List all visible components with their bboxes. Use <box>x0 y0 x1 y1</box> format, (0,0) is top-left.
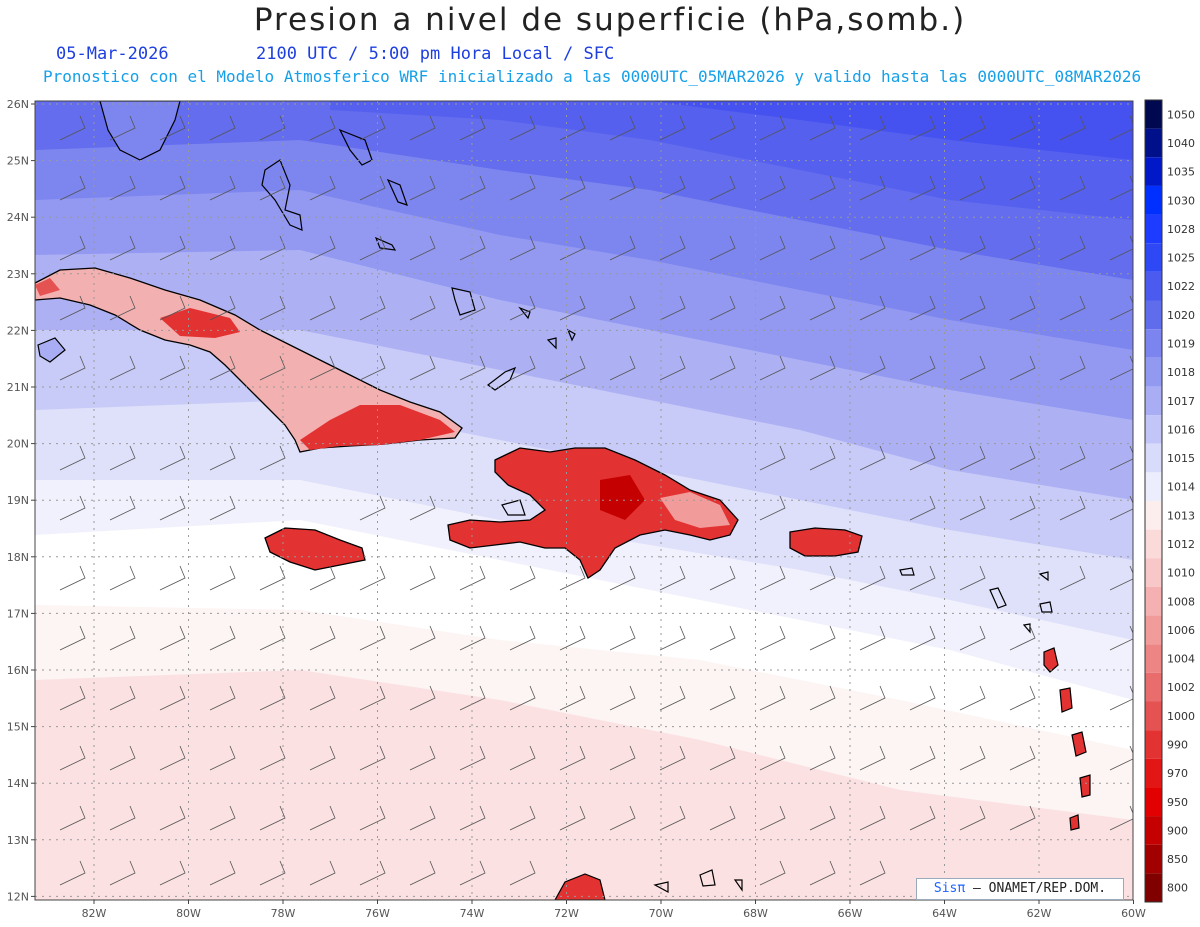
colorbar-swatch <box>1145 472 1162 501</box>
colorbar-label: 1030 <box>1167 194 1195 207</box>
forecast-description: Pronostico con el Modelo Atmosferico WRF… <box>43 67 1142 86</box>
lon-tick-label: 74W <box>460 907 485 920</box>
lon-tick-label: 64W <box>932 907 957 920</box>
colorbar-swatch <box>1145 558 1162 587</box>
colorbar-label: 1017 <box>1167 395 1195 408</box>
pressure-colorbar: 1050 1040 1035 1030 1028 1025 1022 1020 1019 1018… <box>1144 99 1195 903</box>
colorbar-swatch <box>1145 844 1162 874</box>
colorbar-label: 850 <box>1167 853 1188 866</box>
colorbar-label: 1006 <box>1167 624 1195 637</box>
colorbar-label: 1013 <box>1167 509 1195 522</box>
colorbar-label: 1015 <box>1167 452 1195 465</box>
colorbar-swatch <box>1145 214 1162 244</box>
lon-tick-label: 72W <box>554 907 579 920</box>
longitude-axis: 82W 80W 78W 76W 74W 72W 70W 68W 66W 64W 62W 60W <box>82 900 1146 920</box>
colorbar-label: 1004 <box>1167 653 1195 666</box>
colorbar-swatch <box>1145 672 1162 702</box>
colorbar-swatch <box>1145 873 1162 902</box>
colorbar-label: 800 <box>1167 882 1188 895</box>
lat-tick-label: 15N <box>7 721 29 734</box>
colorbar-label: 1002 <box>1167 681 1195 694</box>
lat-tick-label: 25N <box>7 155 29 168</box>
colorbar-label: 1000 <box>1167 710 1195 723</box>
colorbar-swatch <box>1145 243 1162 272</box>
colorbar-swatch <box>1145 644 1162 673</box>
lon-tick-label: 78W <box>271 907 296 920</box>
credit-org: – ONAMET/REP.DOM. <box>973 881 1107 896</box>
colorbar-label: 900 <box>1167 824 1188 837</box>
lon-tick-label: 80W <box>176 907 201 920</box>
lat-tick-label: 22N <box>7 324 29 337</box>
colorbar-label: 1022 <box>1167 280 1195 293</box>
lat-tick-label: 18N <box>7 551 29 564</box>
colorbar-label: 1035 <box>1167 166 1195 179</box>
colorbar-swatch <box>1145 357 1162 387</box>
colorbar-swatch <box>1145 415 1162 444</box>
latitude-axis: 26N 25N 24N 23N 22N 21N 20N 19N 18N 17N 16N 15N 14N 1… <box>7 98 35 903</box>
lat-tick-label: 14N <box>7 777 29 790</box>
colorbar-label: 1016 <box>1167 423 1195 436</box>
lat-tick-label: 26N <box>7 98 29 111</box>
colorbar-swatch <box>1145 271 1162 301</box>
colorbar-swatch <box>1145 329 1162 358</box>
colorbar-swatch <box>1145 816 1162 845</box>
sispi-logo-text: Sisπ <box>933 881 966 896</box>
colorbar-label: 1018 <box>1167 366 1195 379</box>
colorbar-swatch <box>1145 501 1162 530</box>
colorbar-label: 1040 <box>1167 137 1195 150</box>
credit-box: Sisπ – ONAMET/REP.DOM. <box>916 878 1124 900</box>
colorbar-swatch <box>1145 758 1162 788</box>
colorbar-swatch <box>1145 100 1162 129</box>
colorbar-label: 1050 <box>1167 108 1195 121</box>
colorbar-label: 970 <box>1167 767 1188 780</box>
colorbar-label: 990 <box>1167 738 1188 751</box>
map-title: Presion a nivel de superficie (hPa,somb.… <box>253 2 967 38</box>
colorbar-swatch <box>1145 185 1162 215</box>
lon-tick-label: 82W <box>82 907 107 920</box>
pressure-field <box>35 101 1133 900</box>
lat-tick-label: 17N <box>7 607 29 620</box>
colorbar-label: 1020 <box>1167 309 1195 322</box>
lon-tick-label: 60W <box>1121 907 1146 920</box>
colorbar-swatch <box>1145 128 1162 158</box>
colorbar-swatch <box>1145 300 1162 330</box>
colorbar-label: 1012 <box>1167 538 1195 551</box>
lat-tick-label: 12N <box>7 890 29 903</box>
colorbar-label: 1019 <box>1167 337 1195 350</box>
colorbar-swatch <box>1145 157 1162 186</box>
forecast-date: 05-Mar-2026 <box>56 44 169 64</box>
grid-lines <box>35 101 1133 900</box>
colorbar-swatch <box>1145 443 1162 473</box>
lat-tick-label: 23N <box>7 268 29 281</box>
lat-tick-label: 16N <box>7 664 29 677</box>
colorbar-swatch <box>1145 730 1162 759</box>
colorbar-swatch <box>1145 787 1162 817</box>
colorbar-label: 1008 <box>1167 595 1195 608</box>
colorbar-label: 1010 <box>1167 567 1195 580</box>
colorbar-swatch <box>1145 615 1162 645</box>
forecast-time: 2100 UTC / 5:00 pm Hora Local / SFC <box>256 44 615 64</box>
lon-tick-label: 68W <box>743 907 768 920</box>
lat-tick-label: 20N <box>7 438 29 451</box>
colorbar-label: 1028 <box>1167 223 1195 236</box>
colorbar-swatch <box>1145 386 1162 416</box>
colorbar-swatch <box>1145 529 1162 559</box>
lon-tick-label: 62W <box>1027 907 1052 920</box>
colorbar-swatch <box>1145 586 1162 616</box>
colorbar-label: 950 <box>1167 796 1188 809</box>
lon-tick-label: 66W <box>838 907 863 920</box>
lat-tick-label: 21N <box>7 381 29 394</box>
lat-tick-label: 13N <box>7 834 29 847</box>
colorbar-label: 1025 <box>1167 252 1195 265</box>
lon-tick-label: 70W <box>649 907 674 920</box>
lat-tick-label: 19N <box>7 494 29 507</box>
colorbar-label: 1014 <box>1167 481 1195 494</box>
lat-tick-label: 24N <box>7 211 29 224</box>
lon-tick-label: 76W <box>365 907 390 920</box>
colorbar-swatch <box>1145 701 1162 731</box>
